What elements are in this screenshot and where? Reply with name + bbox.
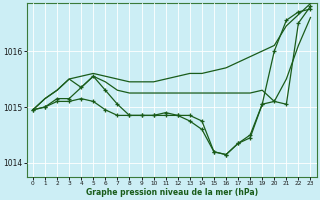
- X-axis label: Graphe pression niveau de la mer (hPa): Graphe pression niveau de la mer (hPa): [86, 188, 258, 197]
